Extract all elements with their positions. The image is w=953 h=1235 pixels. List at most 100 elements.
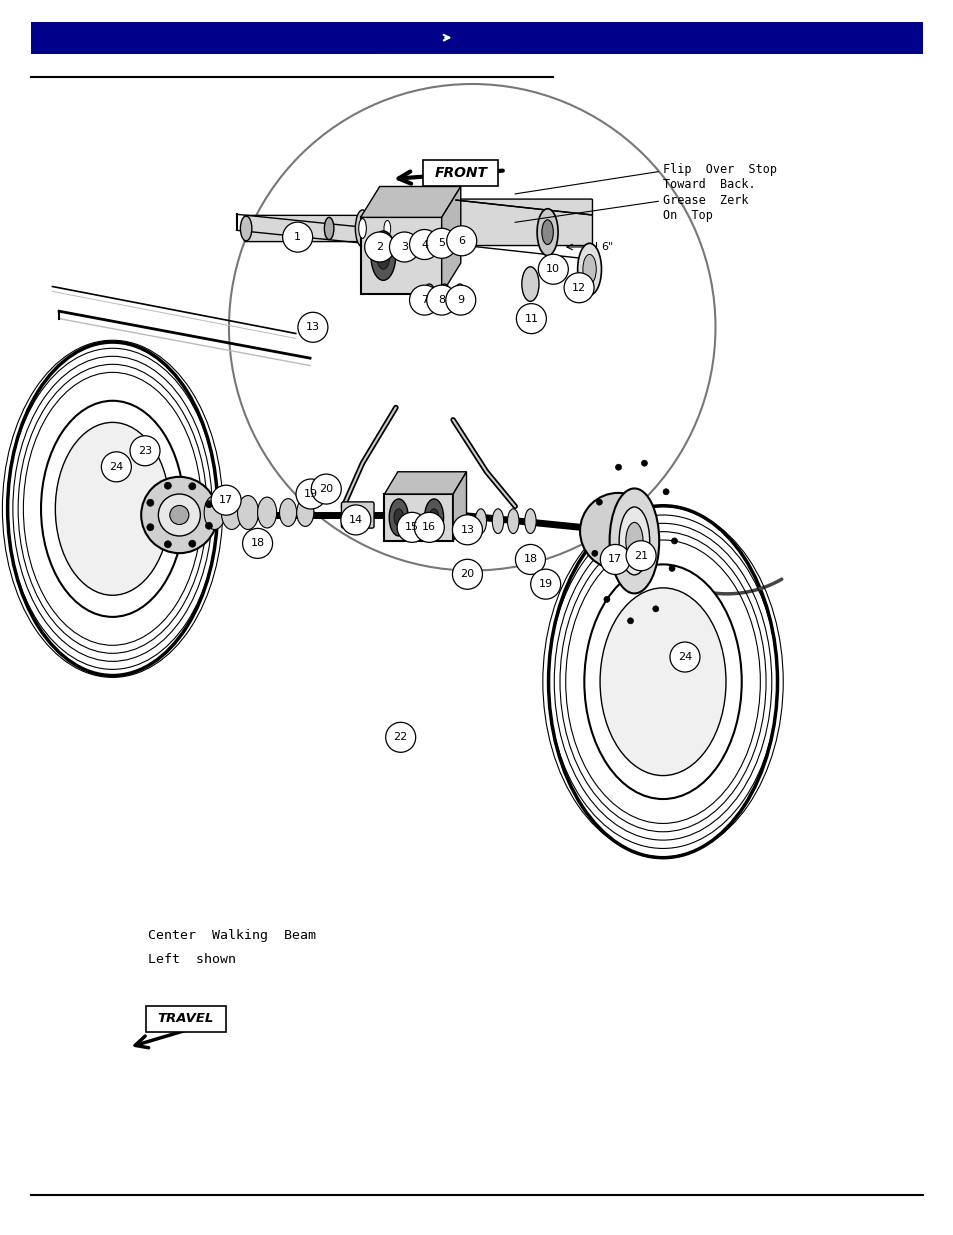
Circle shape bbox=[242, 529, 273, 558]
Circle shape bbox=[426, 285, 456, 315]
Circle shape bbox=[516, 304, 546, 333]
Ellipse shape bbox=[521, 267, 538, 301]
Text: FRONT: FRONT bbox=[434, 165, 487, 180]
Text: 11: 11 bbox=[524, 314, 537, 324]
Circle shape bbox=[229, 84, 715, 571]
Circle shape bbox=[189, 540, 195, 547]
Ellipse shape bbox=[394, 509, 403, 526]
Ellipse shape bbox=[524, 509, 536, 534]
Circle shape bbox=[669, 642, 700, 672]
Text: 18: 18 bbox=[251, 538, 264, 548]
Ellipse shape bbox=[437, 284, 451, 309]
Bar bbox=[360, 217, 441, 294]
Circle shape bbox=[158, 494, 200, 536]
Circle shape bbox=[396, 513, 427, 542]
Circle shape bbox=[170, 505, 189, 525]
Ellipse shape bbox=[541, 220, 553, 245]
Circle shape bbox=[530, 569, 560, 599]
Circle shape bbox=[640, 461, 647, 466]
Text: 24: 24 bbox=[678, 652, 691, 662]
Text: 7: 7 bbox=[420, 295, 428, 305]
Ellipse shape bbox=[358, 219, 366, 238]
Ellipse shape bbox=[424, 499, 443, 536]
FancyBboxPatch shape bbox=[424, 222, 439, 252]
Circle shape bbox=[205, 500, 213, 508]
Ellipse shape bbox=[279, 499, 296, 526]
Ellipse shape bbox=[582, 254, 596, 284]
Ellipse shape bbox=[55, 422, 170, 595]
Circle shape bbox=[537, 254, 568, 284]
Ellipse shape bbox=[577, 243, 600, 295]
Ellipse shape bbox=[625, 522, 642, 559]
Ellipse shape bbox=[429, 509, 438, 526]
Polygon shape bbox=[360, 186, 460, 217]
Text: 20: 20 bbox=[319, 484, 333, 494]
Text: TRAVEL: TRAVEL bbox=[157, 1013, 214, 1025]
Circle shape bbox=[414, 513, 444, 542]
Ellipse shape bbox=[412, 519, 421, 538]
Ellipse shape bbox=[371, 231, 395, 280]
Circle shape bbox=[591, 551, 598, 556]
Ellipse shape bbox=[376, 242, 390, 269]
Circle shape bbox=[515, 545, 545, 574]
Text: 20: 20 bbox=[460, 569, 474, 579]
Circle shape bbox=[130, 436, 160, 466]
Circle shape bbox=[627, 618, 633, 624]
FancyBboxPatch shape bbox=[146, 1005, 226, 1032]
Circle shape bbox=[452, 559, 482, 589]
Circle shape bbox=[297, 312, 328, 342]
FancyBboxPatch shape bbox=[341, 501, 374, 529]
Circle shape bbox=[625, 541, 656, 571]
Circle shape bbox=[426, 228, 456, 258]
Text: 8.: 8. bbox=[364, 284, 375, 294]
Ellipse shape bbox=[397, 217, 407, 240]
Ellipse shape bbox=[599, 588, 725, 776]
Bar bbox=[31, 22, 922, 54]
Ellipse shape bbox=[240, 216, 252, 241]
Circle shape bbox=[603, 597, 609, 603]
Ellipse shape bbox=[412, 219, 421, 238]
Circle shape bbox=[662, 489, 668, 495]
Circle shape bbox=[295, 479, 326, 509]
Ellipse shape bbox=[618, 508, 649, 576]
Ellipse shape bbox=[204, 495, 225, 530]
Ellipse shape bbox=[296, 499, 314, 526]
Text: 18: 18 bbox=[523, 555, 537, 564]
Circle shape bbox=[445, 285, 476, 315]
Circle shape bbox=[671, 538, 677, 543]
Ellipse shape bbox=[389, 499, 408, 536]
Circle shape bbox=[599, 545, 630, 574]
Text: 13: 13 bbox=[460, 525, 474, 535]
Circle shape bbox=[446, 226, 476, 256]
Text: 13: 13 bbox=[306, 322, 319, 332]
Text: 6: 6 bbox=[457, 236, 465, 246]
Ellipse shape bbox=[380, 214, 393, 243]
FancyBboxPatch shape bbox=[455, 199, 592, 246]
Text: 3: 3 bbox=[400, 242, 408, 252]
Circle shape bbox=[101, 452, 132, 482]
Ellipse shape bbox=[609, 489, 659, 594]
Circle shape bbox=[164, 482, 172, 489]
Polygon shape bbox=[441, 186, 460, 294]
Text: 15: 15 bbox=[405, 522, 418, 532]
Text: 1: 1 bbox=[294, 232, 301, 242]
Circle shape bbox=[409, 230, 439, 259]
Ellipse shape bbox=[221, 495, 242, 530]
Circle shape bbox=[452, 515, 482, 545]
Text: 17: 17 bbox=[219, 495, 233, 505]
Ellipse shape bbox=[537, 209, 558, 256]
Ellipse shape bbox=[583, 564, 741, 799]
Circle shape bbox=[668, 566, 675, 572]
Ellipse shape bbox=[453, 284, 465, 309]
Ellipse shape bbox=[422, 284, 435, 309]
Text: 23: 23 bbox=[138, 446, 152, 456]
Circle shape bbox=[385, 722, 416, 752]
Text: 22: 22 bbox=[394, 732, 407, 742]
Circle shape bbox=[579, 493, 656, 569]
Ellipse shape bbox=[355, 210, 369, 247]
Circle shape bbox=[141, 477, 217, 553]
Ellipse shape bbox=[8, 342, 217, 676]
Circle shape bbox=[409, 285, 439, 315]
Bar bbox=[384, 494, 453, 541]
Text: 14: 14 bbox=[349, 515, 362, 525]
